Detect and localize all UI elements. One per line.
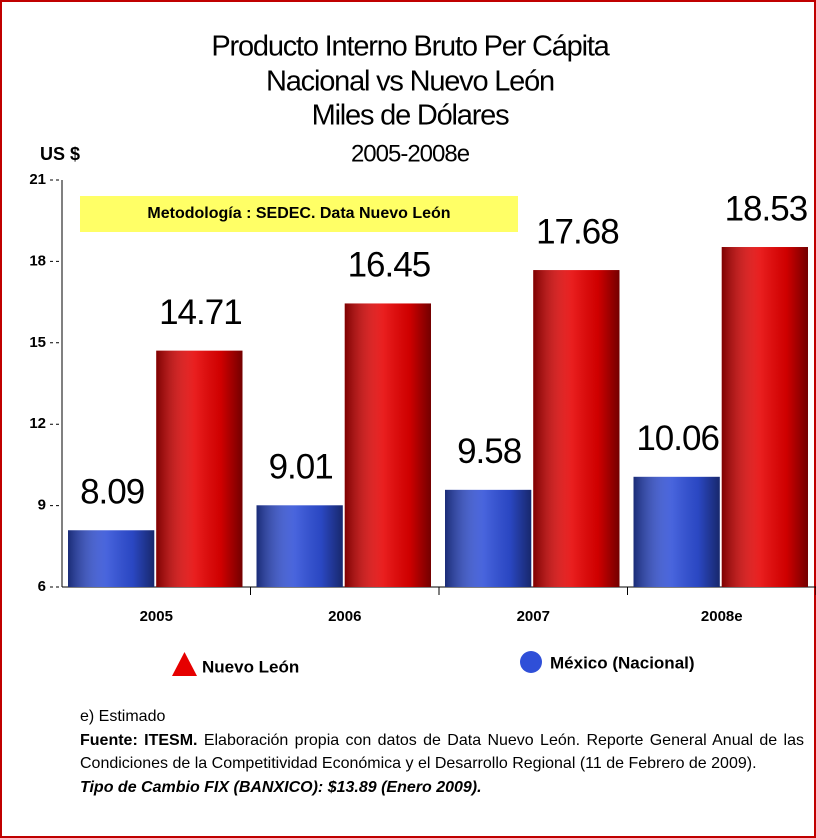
annotation: Metodología : SEDEC. Data Nuevo León [147,205,450,222]
bar-shade [721,247,808,587]
value-label: 9.58 [457,432,521,471]
y-tick-label: 12 [29,415,46,432]
y-tick-label: 15 [29,334,46,351]
value-label: 8.09 [80,473,144,512]
legend-label: Nuevo León [202,657,299,676]
legend-marker [520,651,542,673]
chart-title: Nacional vs Nuevo León [266,66,554,98]
chart-title: Miles de Dólares [312,100,509,132]
value-label: 16.45 [348,246,431,285]
y-tick-label: 9 [38,497,46,514]
x-tick-label: 2005 [140,608,173,625]
legend-label: México (Nacional) [550,653,695,672]
x-tick-label: 2008e [701,608,743,625]
bar-shade [344,303,431,587]
value-label: 10.06 [636,419,719,458]
x-tick-label: 2006 [328,608,361,625]
x-tick-label: 2007 [517,608,550,625]
annotation-box [80,196,518,232]
value-label: 14.71 [159,293,242,332]
y-tick-label: 6 [38,578,46,595]
y-tick-label: 21 [29,171,46,188]
value-label: 17.68 [536,212,619,251]
bar-shade [633,476,720,587]
source-label: Fuente: ITESM. [80,731,198,749]
footnotes: e) Estimado Fuente: ITESM. Elaboración p… [80,705,804,799]
footnote-estimate: e) Estimado [80,708,166,725]
y-axis-label: US $ [40,144,80,164]
legend-marker [172,652,197,676]
source-text: Elaboración propia con datos de Data Nue… [80,731,804,773]
y-tick-label: 18 [29,252,46,269]
chart-subtitle: 2005-2008e [351,140,470,167]
bar-shade [533,270,620,587]
bar-shade [445,489,532,587]
value-label: 9.01 [269,448,333,487]
bar-shade [68,530,155,587]
bar-shade [256,505,343,587]
footnote-exchange: Tipo de Cambio FIX (BANXICO): $13.89 (En… [80,778,482,796]
footnote-source: Fuente: ITESM. Elaboración propia con da… [80,729,804,776]
chart-title: Producto Interno Bruto Per Cápita [211,31,610,63]
value-label: 18.53 [725,189,808,228]
bar-shade [156,350,243,587]
